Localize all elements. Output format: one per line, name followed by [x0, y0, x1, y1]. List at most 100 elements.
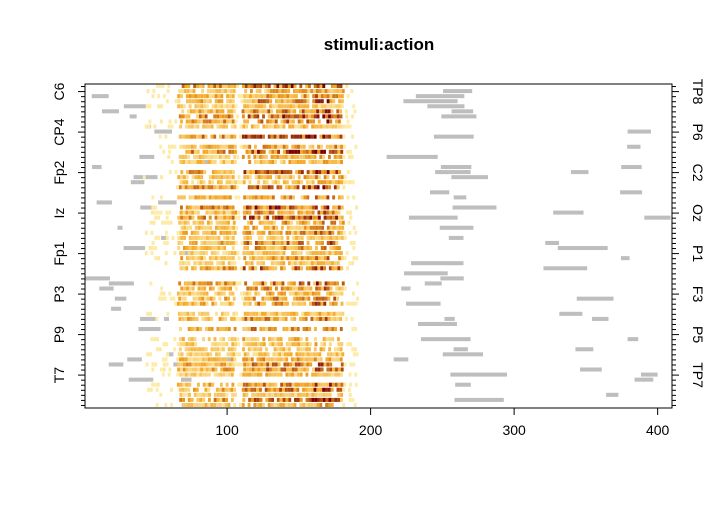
heatmap-cell [247, 402, 251, 407]
heatmap-cell [192, 281, 196, 286]
heatmap-cell [306, 195, 310, 200]
heatmap-cell [235, 225, 238, 230]
heatmap-cell [279, 402, 283, 407]
heatmap-cell [225, 372, 228, 377]
heatmap-cell [197, 286, 201, 291]
heatmap-cell [228, 205, 232, 210]
heatmap-cell [280, 175, 284, 180]
heatmap-cell [271, 251, 274, 256]
heatmap-cell [300, 210, 304, 215]
heatmap-cell [250, 327, 254, 332]
heatmap-cell [190, 402, 194, 407]
heatmap-cell [177, 362, 181, 367]
heatmap-cell [151, 195, 155, 200]
heatmap-cell [233, 387, 237, 392]
heatmap-cell [327, 387, 331, 392]
heatmap-cell [320, 205, 324, 210]
heatmap-cell [283, 170, 287, 175]
heatmap-cell [203, 240, 207, 245]
heatmap-cell [185, 246, 189, 251]
heatmap-cell [320, 195, 324, 200]
heatmap-cell [282, 261, 286, 266]
heatmap-cell [230, 124, 234, 129]
heatmap-cell [307, 154, 311, 159]
heatmap-cell [159, 392, 163, 397]
heatmap-cell [300, 362, 304, 367]
heatmap-cell [259, 134, 263, 139]
heatmap-cell [204, 261, 208, 266]
heatmap-cell [275, 89, 279, 94]
heatmap-cell [276, 251, 280, 256]
heatmap-cell [296, 114, 300, 119]
heatmap-cell [404, 271, 448, 276]
heatmap-cell [253, 327, 257, 332]
heatmap-cell [266, 256, 270, 261]
heatmap-cell [177, 352, 181, 357]
heatmap-cell [204, 296, 207, 301]
heatmap-cell [152, 89, 156, 94]
heatmap-cell [290, 261, 294, 266]
heatmap-cell [343, 256, 347, 261]
heatmap-cell [308, 397, 312, 402]
heatmap-cell [340, 256, 344, 261]
heatmap-cell [224, 114, 228, 119]
heatmap-cell [210, 134, 214, 139]
heatmap-cell [181, 402, 185, 407]
heatmap-cell [221, 185, 225, 190]
heatmap-cell [185, 230, 188, 235]
heatmap-cell [277, 94, 281, 99]
heatmap-cell [314, 327, 317, 332]
heatmap-cell [334, 144, 338, 149]
heatmap-cell [328, 180, 332, 185]
heatmap-cell [281, 296, 285, 301]
heatmap-cell [288, 230, 292, 235]
heatmap-cell [274, 149, 278, 154]
heatmap-cell [291, 149, 295, 154]
heatmap-cell [287, 109, 291, 114]
heatmap-cell [286, 352, 290, 357]
heatmap-cell [239, 372, 243, 377]
heatmap-cell [195, 109, 199, 114]
heatmap-cell [231, 104, 235, 109]
heatmap-cell [226, 352, 230, 357]
heatmap-cell [241, 114, 245, 119]
heatmap-cell [253, 159, 257, 164]
heatmap-cell [219, 185, 222, 190]
heatmap-cell [108, 362, 124, 367]
heatmap-cell [202, 266, 206, 271]
heatmap-cell [213, 372, 217, 377]
heatmap-cell [297, 99, 301, 104]
heatmap-cell [256, 84, 260, 89]
heatmap-cell [205, 210, 209, 215]
heatmap-cell [214, 301, 218, 306]
heatmap-cells [85, 84, 671, 407]
heatmap-cell [180, 367, 183, 372]
heatmap-cell [301, 89, 305, 94]
heatmap-cell [197, 170, 201, 175]
heatmap-cell [260, 235, 264, 240]
heatmap-cell [274, 104, 278, 109]
heatmap-cell [263, 246, 267, 251]
heatmap-cell [219, 144, 223, 149]
heatmap-cell [241, 387, 245, 392]
heatmap-cell [306, 256, 310, 261]
heatmap-cell [213, 402, 217, 407]
heatmap-cell [253, 185, 257, 190]
heatmap-cell [210, 357, 214, 362]
heatmap-cell [204, 347, 208, 352]
heatmap-cell [101, 109, 119, 114]
heatmap-cell [191, 175, 195, 180]
heatmap-cell [276, 316, 279, 321]
heatmap-cell [322, 387, 326, 392]
heatmap-cell [248, 337, 251, 342]
heatmap-cell [323, 205, 327, 210]
heatmap-cell [433, 134, 474, 139]
heatmap-cell [352, 225, 356, 230]
heatmap-cell [142, 175, 146, 180]
heatmap-cell [273, 347, 277, 352]
heatmap-cell [274, 266, 278, 271]
heatmap-cell [331, 301, 335, 306]
heatmap-cell [231, 205, 235, 210]
heatmap-cell [183, 225, 187, 230]
heatmap-cell [303, 342, 306, 347]
